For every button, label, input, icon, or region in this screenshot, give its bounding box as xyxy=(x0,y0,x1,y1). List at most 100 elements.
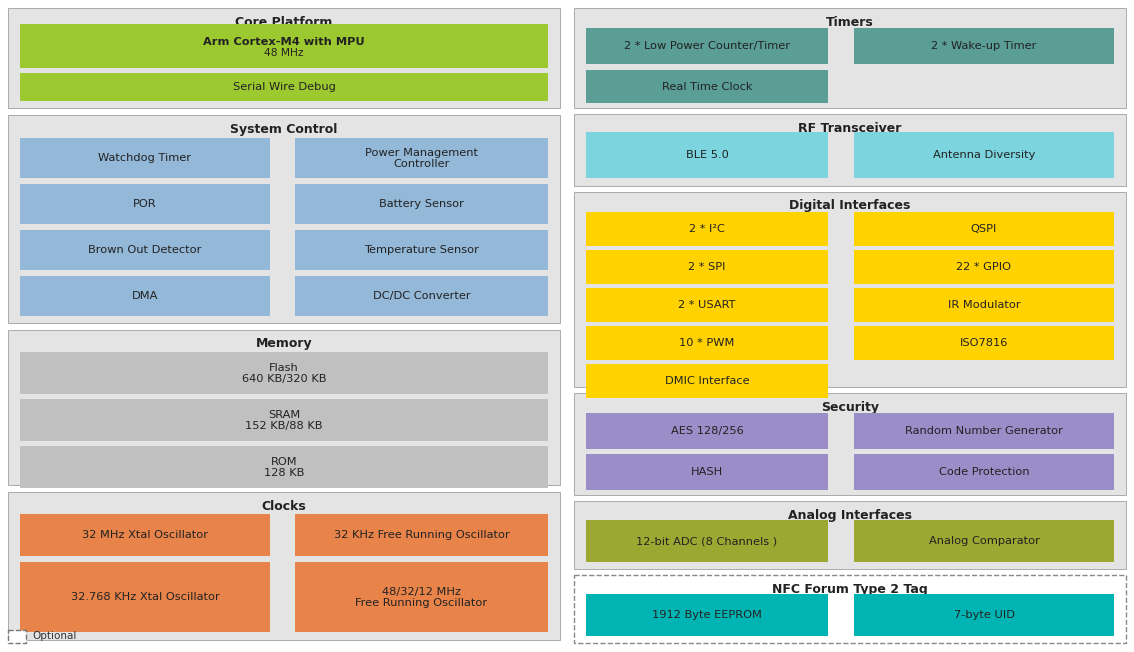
Bar xyxy=(20,399,548,441)
Text: 32.768 KHz Xtal Oscillator: 32.768 KHz Xtal Oscillator xyxy=(70,592,219,602)
Text: Battery Sensor: Battery Sensor xyxy=(379,199,464,209)
Text: 640 KB/320 KB: 640 KB/320 KB xyxy=(242,374,327,384)
Text: Free Running Oscillator: Free Running Oscillator xyxy=(355,598,488,608)
Bar xyxy=(854,326,1114,360)
Bar xyxy=(8,492,560,640)
Text: 2 * Wake-up Timer: 2 * Wake-up Timer xyxy=(931,41,1036,51)
Text: BLE 5.0: BLE 5.0 xyxy=(686,150,728,160)
Text: 32 KHz Free Running Oscillator: 32 KHz Free Running Oscillator xyxy=(333,530,509,540)
Bar xyxy=(295,184,548,224)
Bar xyxy=(854,594,1114,636)
Text: Power Management: Power Management xyxy=(365,148,479,158)
Bar xyxy=(20,562,270,632)
Text: Analog Comparator: Analog Comparator xyxy=(929,536,1040,546)
Bar xyxy=(854,454,1114,490)
Bar xyxy=(854,520,1114,562)
Bar xyxy=(20,352,548,394)
Bar xyxy=(295,514,548,556)
Text: DMA: DMA xyxy=(132,291,158,301)
Bar xyxy=(20,24,548,68)
Text: Memory: Memory xyxy=(255,338,312,351)
Text: 2 * SPI: 2 * SPI xyxy=(688,262,726,272)
Bar xyxy=(586,28,828,64)
Text: Temperature Sensor: Temperature Sensor xyxy=(364,245,479,255)
Text: 22 * GPIO: 22 * GPIO xyxy=(956,262,1012,272)
Bar xyxy=(854,288,1114,322)
Text: Code Protection: Code Protection xyxy=(939,467,1030,477)
Text: 152 KB/88 KB: 152 KB/88 KB xyxy=(245,421,323,431)
Text: 12-bit ADC (8 Channels ): 12-bit ADC (8 Channels ) xyxy=(636,536,778,546)
Text: 48 MHz: 48 MHz xyxy=(264,48,304,58)
Bar xyxy=(20,184,270,224)
Bar xyxy=(574,114,1126,186)
Bar xyxy=(854,212,1114,246)
Text: System Control: System Control xyxy=(230,123,338,136)
Text: 2 * Low Power Counter/Timer: 2 * Low Power Counter/Timer xyxy=(624,41,790,51)
Bar xyxy=(586,594,828,636)
Text: RF Transceiver: RF Transceiver xyxy=(798,121,902,134)
Text: ROM: ROM xyxy=(271,457,297,467)
Bar xyxy=(20,73,548,101)
Bar xyxy=(854,28,1114,64)
Bar xyxy=(8,115,560,323)
Bar xyxy=(8,8,560,108)
Text: Antenna Diversity: Antenna Diversity xyxy=(933,150,1035,160)
Text: Core Platform: Core Platform xyxy=(236,16,332,29)
Text: 32 MHz Xtal Oscillator: 32 MHz Xtal Oscillator xyxy=(82,530,208,540)
Text: Optional: Optional xyxy=(32,631,76,641)
Text: Analog Interfaces: Analog Interfaces xyxy=(788,509,912,522)
Text: POR: POR xyxy=(133,199,156,209)
Text: Brown Out Detector: Brown Out Detector xyxy=(88,245,202,255)
Bar xyxy=(20,138,270,178)
Text: 2 * USART: 2 * USART xyxy=(678,300,736,310)
Text: Security: Security xyxy=(821,400,879,413)
Text: Clocks: Clocks xyxy=(262,499,306,512)
Bar xyxy=(20,276,270,316)
Text: Controller: Controller xyxy=(393,159,450,169)
Text: IR Modulator: IR Modulator xyxy=(948,300,1021,310)
Bar xyxy=(8,630,26,643)
Text: HASH: HASH xyxy=(691,467,723,477)
Bar xyxy=(295,562,548,632)
Bar xyxy=(574,501,1126,569)
Text: DMIC Interface: DMIC Interface xyxy=(665,376,750,386)
Text: 48/32/12 MHz: 48/32/12 MHz xyxy=(382,587,462,597)
Text: DC/DC Converter: DC/DC Converter xyxy=(373,291,471,301)
Bar xyxy=(574,575,1126,643)
Bar xyxy=(586,212,828,246)
Text: NFC Forum Type 2 Tag: NFC Forum Type 2 Tag xyxy=(772,582,928,595)
Bar xyxy=(586,70,828,103)
Bar xyxy=(20,446,548,488)
Text: 2 * I²C: 2 * I²C xyxy=(689,224,725,234)
Text: ISO7816: ISO7816 xyxy=(959,338,1008,348)
Bar xyxy=(295,230,548,270)
Text: SRAM: SRAM xyxy=(268,410,301,420)
Bar xyxy=(586,364,828,398)
Text: Arm Cortex-M4 with MPU: Arm Cortex-M4 with MPU xyxy=(203,37,365,47)
Text: Flash: Flash xyxy=(269,363,299,373)
Bar xyxy=(586,520,828,562)
Text: 128 KB: 128 KB xyxy=(264,468,304,478)
Bar xyxy=(8,330,560,485)
Bar xyxy=(586,132,828,178)
Bar xyxy=(586,454,828,490)
Bar xyxy=(586,250,828,284)
Text: Real Time Clock: Real Time Clock xyxy=(662,82,752,91)
Bar xyxy=(854,413,1114,449)
Text: Digital Interfaces: Digital Interfaces xyxy=(789,200,911,213)
Bar xyxy=(854,132,1114,178)
Bar xyxy=(586,413,828,449)
Bar xyxy=(295,276,548,316)
Text: QSPI: QSPI xyxy=(971,224,997,234)
Text: 10 * PWM: 10 * PWM xyxy=(679,338,735,348)
Bar xyxy=(586,326,828,360)
Text: Serial Wire Debug: Serial Wire Debug xyxy=(232,82,336,92)
Bar xyxy=(854,250,1114,284)
Bar xyxy=(586,288,828,322)
Bar xyxy=(574,8,1126,108)
Bar xyxy=(574,192,1126,387)
Text: Random Number Generator: Random Number Generator xyxy=(905,426,1063,436)
Text: Watchdog Timer: Watchdog Timer xyxy=(99,153,192,163)
Text: Timers: Timers xyxy=(827,16,874,29)
Bar xyxy=(574,393,1126,495)
